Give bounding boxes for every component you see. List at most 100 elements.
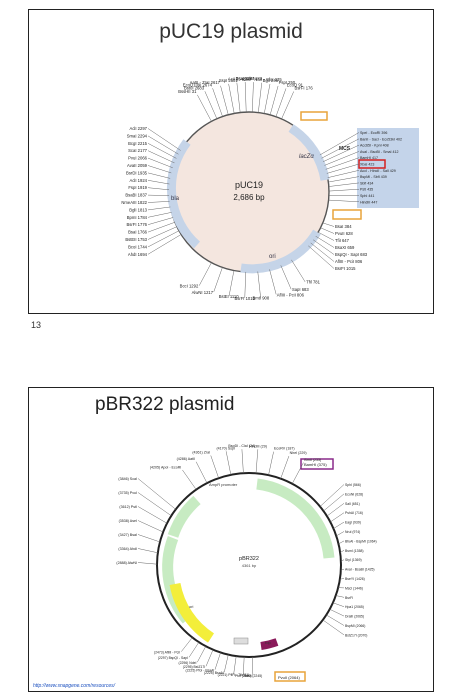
puc19-top-leader-line — [204, 91, 218, 119]
pbr-right-site-label: BstZ17I (2070) — [345, 633, 367, 637]
pbr-bottom-leader-line — [188, 642, 200, 658]
pbr-bottom-site-label: (2296) NdeI — [179, 661, 197, 665]
puc19-right-site-label: BsaXI 659 — [335, 245, 355, 250]
puc19-top-leader-line — [281, 91, 294, 120]
puc19-mcs-site-label: HindIII 447 — [360, 200, 377, 204]
puc19-mcs-site-label: PstI 435 — [360, 188, 373, 192]
puc19-top-leader-line — [252, 82, 254, 113]
pbr-bottom-leader-line — [205, 649, 214, 667]
puc19-top-site-label: NdeI 183 — [245, 76, 263, 81]
puc19-bottom-site-label: AflIII - PciI 806 — [277, 292, 305, 297]
puc19-left-site-label: BcgI 2215 — [128, 141, 148, 146]
pbr322-slide: pBR322 plasmid AmpR promoter pBR322 4361… — [28, 387, 434, 692]
puc19-bottom-leader-line — [257, 271, 261, 298]
puc19-left-leader-line — [147, 221, 176, 233]
puc19-bottom-site-label: BstEI 1110 — [219, 294, 240, 299]
puc19-left-leader-line — [147, 135, 179, 155]
puc19-bottom-site-label: Tfil 781 — [306, 280, 320, 285]
puc19-top-site-label: BsaI 2297 — [236, 76, 256, 81]
puc19-left-leader-line — [147, 165, 172, 174]
pbr-right-site-label: AvaI - BsaBI (1425) — [345, 568, 375, 572]
pbr-bottom-leader-line — [242, 656, 245, 675]
pbr-right-site-label: DraIII (2065) — [345, 615, 364, 619]
puc19-right-leader-line — [315, 235, 335, 248]
plasmid-size-2: 4361 bp — [242, 563, 257, 568]
puc19-left-site-label: BsrDI 1935 — [126, 170, 148, 175]
bla-arrow — [166, 139, 201, 249]
plasmid-name-2: pBR322 — [239, 556, 259, 562]
puc19-left-site-label: NmeAIII 1822 — [121, 200, 147, 205]
puc19-left-leader-line — [147, 150, 175, 164]
puc19-top-site-label: Bst0I 2683 — [184, 85, 205, 90]
pbr-top-leader-line — [210, 455, 219, 479]
puc19-left-site-label: AclI 2297 — [130, 126, 148, 131]
pbr-bottom-site-label: (2295) BstZ17I — [183, 665, 205, 669]
pbr-left-leader-line — [137, 520, 164, 533]
pbr-right-site-label: SalI (651) — [345, 502, 360, 506]
pbr-top-site-label: BmtI (233) — [304, 458, 321, 462]
bamhi-box-2 — [300, 458, 334, 470]
puc19-bottom-site-label: BmtI 908 — [252, 295, 269, 300]
pbr-top-leader-line — [241, 449, 244, 474]
puc19-right-leader-line — [318, 231, 335, 241]
puc19-mcs-site-label: SphI 441 — [360, 194, 374, 198]
pbr-top-leader-line — [195, 461, 208, 484]
puc19-top-site-label: EcoO 91 — [287, 83, 304, 88]
puc19-left-leader-line — [147, 143, 177, 159]
pbr-right-site-label: EcoNI (628) — [345, 492, 363, 496]
pbr-right-site-label: MscI (1446) — [345, 586, 363, 590]
pbr-right-leader-line — [322, 619, 345, 636]
pbr-right-leader-line — [326, 614, 345, 626]
puc19-top-site-label: AatII - ZraI 2617 — [190, 80, 221, 85]
puc19-top-site-label: SspI 2501 — [219, 78, 239, 83]
puc19-left-leader-line — [147, 201, 170, 203]
puc19-left-site-label: BsaI 1766 — [128, 230, 148, 235]
puc19-top-leader-line — [212, 88, 223, 117]
pbr-right-leader-line — [326, 503, 345, 517]
ampr-arrow — [167, 495, 201, 538]
slide-title: pUC19 plasmid — [159, 20, 303, 43]
puc19-mcs-leader-line — [324, 151, 360, 166]
puc19-right-leader-line — [308, 245, 335, 269]
puc19-left-site-label: AvaII 2059 — [127, 163, 148, 168]
puc19-mcs-site-label: Acc65I - KpnI 408 — [360, 144, 389, 148]
puc19-bottom-site-label: BsrFI 1015 — [234, 296, 255, 301]
puc19-right-leader-line — [313, 239, 335, 255]
puc19-top-site-label: BssHII 31 — [178, 89, 197, 94]
puc19-left-leader-line — [147, 234, 182, 255]
puc19-mcs-leader-line — [328, 182, 360, 187]
puc19-mcs-site-label: BamHI 417 — [360, 156, 378, 160]
puc19-top-site-label: EcoO109I 2674 — [183, 82, 213, 87]
puc19-mcs-leader-line — [319, 132, 360, 156]
pbr-right-site-label: BsmI (1358) — [345, 549, 363, 553]
puc19-mcs-leader-line — [328, 176, 360, 183]
mcs-label: MCS — [339, 146, 351, 152]
pbr-left-site-label: (3538) AseI — [119, 519, 137, 523]
pbr-right-leader-line — [323, 493, 345, 512]
pbr-bottom-site-label: PfoI (2240) — [235, 674, 252, 678]
puc19-top-leader-line — [228, 83, 235, 114]
pbr-top-leader-line — [280, 455, 290, 479]
puc19-right-site-label: BspQI - SapI 683 — [335, 252, 368, 257]
puc19-left-leader-line — [147, 194, 170, 196]
pbr-top-site-label: (4170) SspI — [216, 446, 235, 450]
pbr-left-site-label: (3427) BsaI — [118, 533, 137, 537]
pvuii-box-top — [300, 111, 328, 121]
plasmid-circle-2 — [156, 472, 342, 658]
puc19-mcs-leader-line — [328, 188, 360, 192]
plasmid-name: pUC19 — [235, 180, 263, 190]
puc19-bottom-site-label: SapI 683 — [292, 287, 309, 292]
pbr-right-site-label: BseYI (1426) — [345, 577, 365, 581]
puc19-right-leader-line — [320, 227, 335, 234]
puc19-top-site-label: AciI 2542 — [228, 77, 246, 82]
ori-arrow — [240, 229, 321, 274]
bla-label: bla — [171, 196, 180, 202]
puc19-top-leader-line — [244, 82, 247, 113]
pbr-left-site-label: (2888) AlwNI — [116, 561, 137, 565]
puc19-mcs-leader-line — [322, 144, 360, 162]
pbr-right-leader-line — [319, 484, 345, 507]
puc19-left-leader-line — [147, 157, 173, 169]
puc19-mcs-site-label: SpeI - EcoRI 396 — [360, 131, 387, 135]
puc19-top-leader-line — [220, 85, 229, 115]
pbr-left-site-label: (3612) PstI — [119, 505, 137, 509]
